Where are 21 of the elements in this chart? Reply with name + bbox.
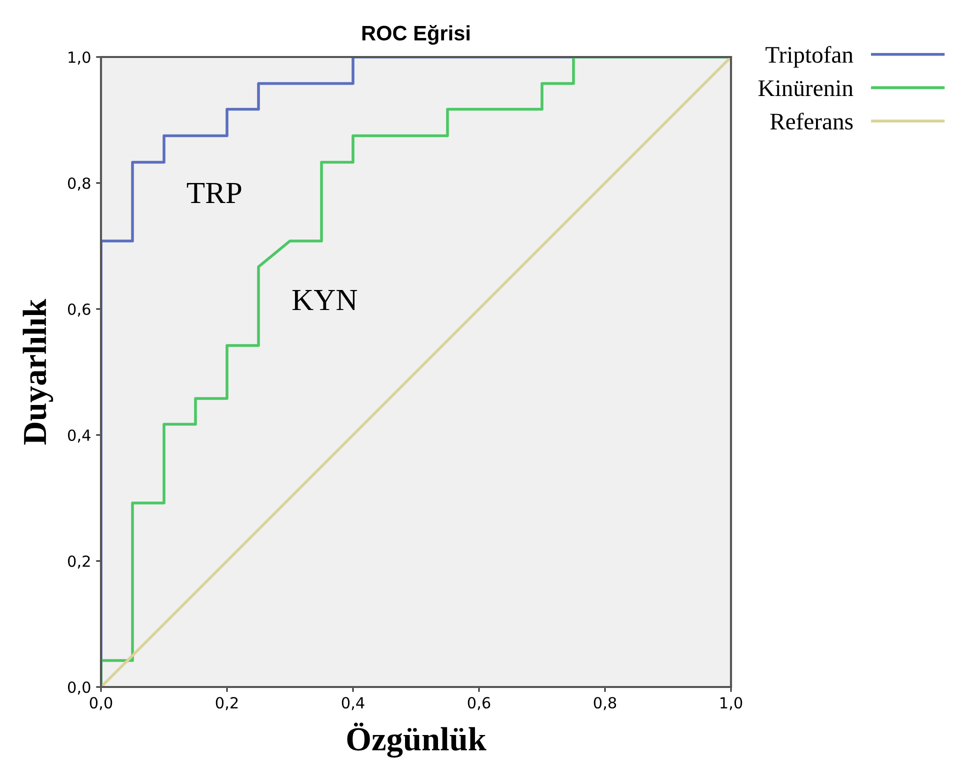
- y-tick-label: 1,0: [68, 51, 90, 65]
- y-tick-label: 0,8: [68, 177, 90, 191]
- x-tick-label: 0,6: [468, 696, 490, 710]
- x-tick-label: 0,0: [90, 696, 112, 710]
- legend-label: Referans: [770, 112, 853, 130]
- x-axis-title: Özgünlük: [347, 722, 486, 758]
- x-tick-label: 1,0: [720, 696, 742, 710]
- y-axis-title: Duyarlılık: [22, 298, 54, 445]
- y-tick-label: 0,2: [68, 555, 90, 569]
- y-tick-label: 0,4: [68, 429, 90, 443]
- y-tick-label: 0,6: [68, 303, 90, 317]
- y-tick-label: 0,0: [68, 681, 90, 695]
- x-tick-label: 0,2: [216, 696, 238, 710]
- line-series: [101, 57, 731, 687]
- legend-label: Kinürenin: [758, 80, 854, 96]
- annotation: TRP: [186, 182, 242, 203]
- chart-title: ROC Eğrisi: [362, 25, 470, 45]
- annotation: KYN: [292, 290, 358, 310]
- x-tick-label: 0,4: [342, 696, 364, 710]
- legend-label: Triptofan: [766, 46, 854, 68]
- x-tick-label: 0,8: [594, 696, 616, 710]
